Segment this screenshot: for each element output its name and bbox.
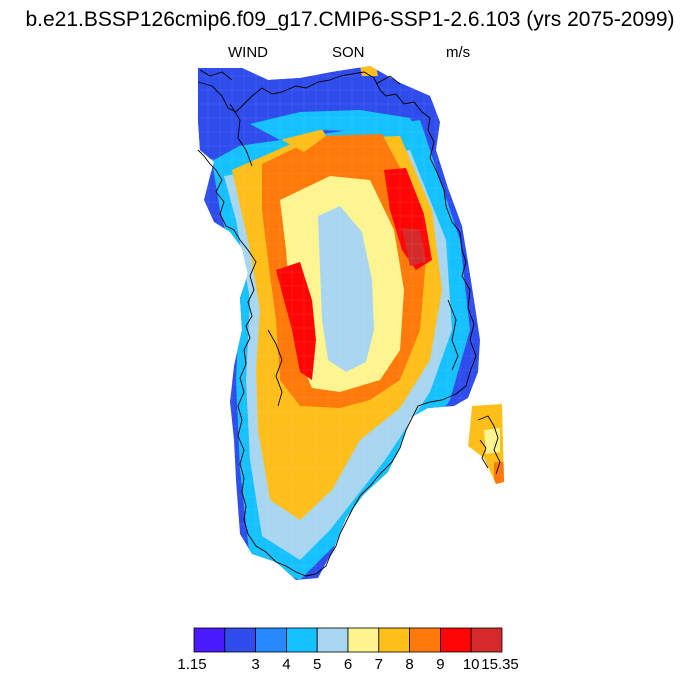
season-label: SON bbox=[332, 44, 365, 61]
colorbar-label: 15.35 bbox=[481, 656, 519, 673]
colorbar-label: 7 bbox=[374, 656, 383, 673]
colorbar-swatch bbox=[409, 627, 441, 653]
colorbar-label: 6 bbox=[343, 656, 353, 673]
colorbar-label: 3 bbox=[251, 656, 260, 673]
colorbar-swatch bbox=[347, 627, 380, 653]
plot-title: b.e21.BSSP126cmip6.f09_g17.CMIP6-SSP1-2.… bbox=[25, 8, 675, 31]
colorbar-swatch bbox=[439, 627, 472, 653]
colorbar-swatch bbox=[378, 627, 410, 653]
colorbar-label: 4 bbox=[282, 656, 291, 673]
colorbar-swatch bbox=[193, 627, 226, 653]
colorbar-swatch bbox=[470, 627, 503, 653]
colorbar-swatch bbox=[224, 627, 257, 653]
colorbar-swatch bbox=[285, 627, 318, 653]
colorbar-swatch bbox=[255, 627, 287, 653]
variable-label: WIND bbox=[228, 44, 268, 61]
colorbar-label: 10 bbox=[462, 656, 480, 673]
units-label: m/s bbox=[446, 44, 471, 61]
colorbar-label: 1.15 bbox=[177, 656, 207, 673]
colorbar-label: 9 bbox=[436, 656, 445, 673]
colorbar-label: 5 bbox=[313, 656, 322, 673]
colorbar-label: 8 bbox=[405, 656, 414, 673]
colorbar-swatch bbox=[316, 627, 349, 653]
